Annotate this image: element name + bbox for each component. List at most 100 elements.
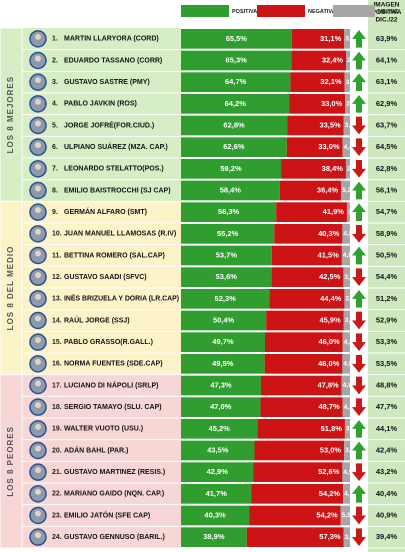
bar-segment [269,289,345,309]
rank: 22. [52,491,62,498]
group-label: LOS 8 PEORES [6,426,15,497]
value-label: 41,9% [323,207,345,216]
value-label: 1,8 [348,209,357,216]
bar-segment [271,267,344,287]
value-label: 3,9 [344,274,353,281]
trend-down [352,398,366,416]
value-label: 43,5% [207,445,229,454]
avatar-head [35,358,41,365]
trend-up [352,181,366,200]
group-label: LOS 8 DEL MEDIO [6,246,15,331]
bar-segment [253,462,343,482]
bar-segment [344,289,350,309]
value-label: 53,6% [216,272,238,281]
value-label: 49,5% [212,359,234,368]
rank: 2. [52,57,58,64]
bar-segment [181,484,252,504]
bar-segment [181,505,250,526]
avatar-head [35,77,41,84]
value-label: 42,9% [207,467,229,476]
rank: 10. [52,231,62,238]
value-label: 40,3% [318,229,340,238]
name: PABLO GRASSO(R.GALL.) [64,339,153,346]
value-label: 4,3 [344,339,353,346]
bar-segment [266,310,344,331]
bar-segment [346,50,350,71]
bar-segment [343,484,350,504]
value-label: 31,1% [320,34,342,43]
name: EDUARDO TASSANO (CORR) [64,57,162,64]
trend-up [352,95,366,113]
rank: 19. [52,426,62,433]
bar-segment [291,29,345,49]
prior-value: 40,4% [376,489,398,498]
prior-value: 64,5% [376,142,398,151]
value-label: 4,8 [343,252,352,259]
avatar-head [35,33,41,40]
value-label: 4,4 [344,144,353,151]
rank: 5. [52,122,58,129]
avatar-head [35,315,41,322]
prior-value: 43,2% [376,467,398,476]
bar-segment [346,202,350,222]
bar-segment [181,202,277,222]
bar-segment [260,375,342,396]
value-label: 33,0% [318,142,340,151]
bar-segment [274,224,343,244]
rank: 9. [52,209,58,216]
bar-segment [343,267,350,287]
value-label: 57,3% [319,532,341,541]
avatar-head [35,98,41,105]
bar-segment [246,527,344,547]
value-label: 5,2 [342,187,351,194]
bar-segment [257,419,345,439]
prior-value: 63,7% [376,120,398,129]
rank: 13. [52,296,62,303]
trend-down [352,225,366,243]
bar-segment [181,29,292,49]
trend-down [352,463,366,481]
name: SERGIO TAMAYO (SLU. CAP) [64,404,162,411]
value-label: 45,2% [209,424,231,433]
bar-segment [251,484,344,504]
avatar-head [35,272,41,279]
bar-segment [181,115,288,136]
value-label: 47,3% [210,380,232,389]
value-label: 54,2% [316,510,338,519]
trend-down [352,355,366,373]
value-label: 40,3% [204,510,226,519]
value-label: 4,9 [343,382,352,389]
bar-segment [181,354,265,374]
prior-value: 54,7% [376,207,398,216]
rank: 12. [52,274,62,281]
prior-title: DIC./22 [375,17,397,24]
value-label: 53,7% [216,250,238,259]
value-label: 58,4% [220,185,242,194]
prior-column [368,0,405,552]
bar-segment [340,505,350,526]
value-label: 3,8 [345,534,354,541]
rank: 23. [52,512,62,519]
value-label: 4,1 [344,491,353,498]
value-label: 3,3 [345,296,354,303]
value-label: 32,4% [322,55,344,64]
name: ADÁN BAHL (PAR.) [64,445,128,454]
value-label: 65,3% [226,55,248,64]
prior-title: IMAGEN [374,2,400,9]
name: LEONARDO STELATTO(POS.) [64,166,164,173]
value-label: 59,2% [220,164,242,173]
trend-down [352,376,366,395]
value-label: 50,4% [213,315,235,324]
value-label: 49,7% [212,337,234,346]
rank: 11. [52,252,61,259]
name: WALTER VUOTO (USU.) [64,426,143,433]
name: GERMÁN ALFARO (SMT) [64,207,147,216]
prior-value: 53,5% [376,359,398,368]
bar-segment [260,397,343,417]
avatar-head [35,207,41,214]
value-label: 2,4 [347,166,356,173]
bar-segment [341,245,350,266]
value-label: 54,2% [319,489,341,498]
prior-value: 54,4% [376,272,398,281]
value-label: 4,3 [344,404,353,411]
